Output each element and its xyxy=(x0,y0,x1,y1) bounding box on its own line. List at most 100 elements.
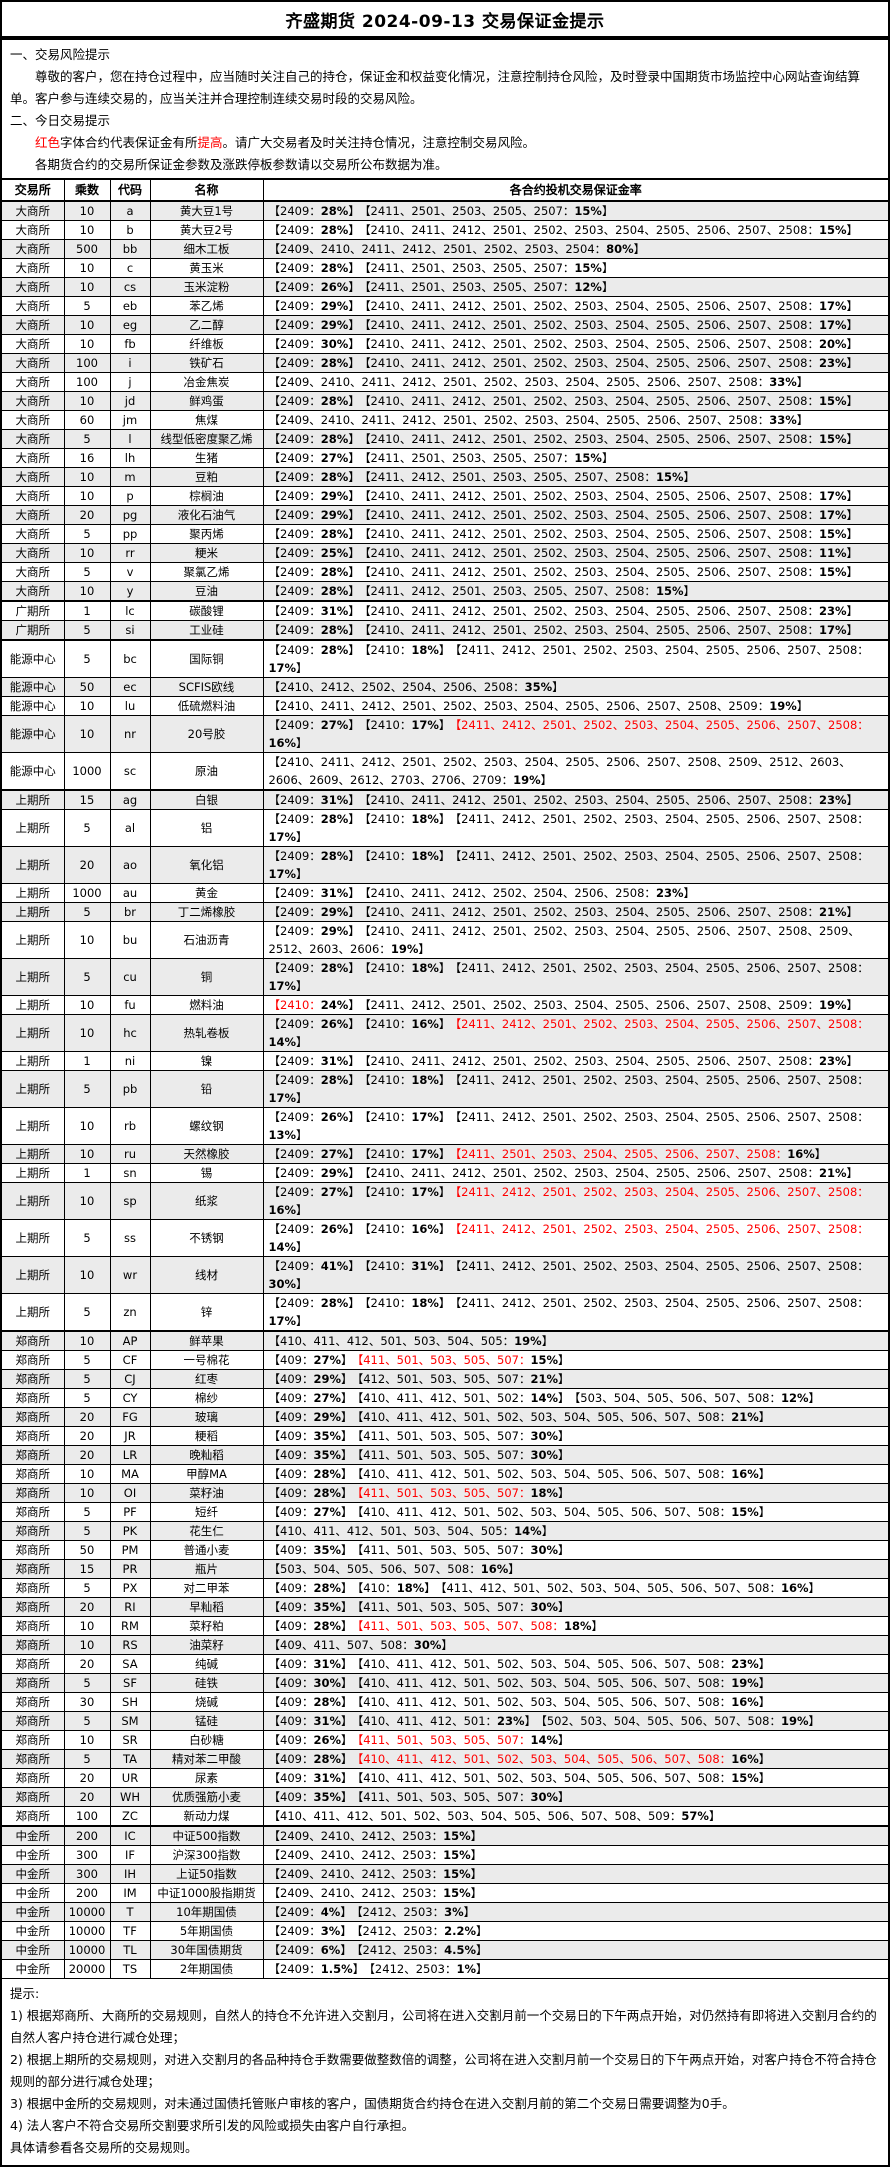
exchange-cell: 大商所 xyxy=(2,524,65,544)
multiplier-cell: 5 xyxy=(63,902,111,922)
code-cell: lu xyxy=(109,696,151,716)
table-row: 中金所 10000 TF 5年期国债 【2409：3%】 【2412、2503：2… xyxy=(2,1921,888,1941)
code-cell: a xyxy=(109,200,151,221)
margin-cell: 【409：28%】 【410：18%】 【411、412、501、502、503、5… xyxy=(262,1578,888,1598)
exchange-cell: 上期所 xyxy=(2,995,65,1015)
code-cell: ni xyxy=(109,1051,151,1071)
margin-rate-group: 【2409：28%】 xyxy=(268,623,360,637)
code-cell: zn xyxy=(109,1293,151,1332)
code-cell: SF xyxy=(109,1673,151,1693)
exchange-cell: 大商所 xyxy=(2,220,65,240)
code-cell: jm xyxy=(109,410,151,430)
multiplier-cell: 300 xyxy=(63,1845,111,1865)
margin-cell: 【2409：29%】 【2410、2411、2412、2501、2502、2503… xyxy=(262,1163,888,1183)
margin-rate-group: 【409：31%】 xyxy=(268,1714,353,1728)
exchange-cell: 郑商所 xyxy=(2,1635,65,1655)
table-header-row: 交易所 乘数 代码 名称 各合约投机交易保证金率 xyxy=(2,178,888,202)
name-cell: 线材 xyxy=(149,1256,264,1294)
name-cell: 5年期国债 xyxy=(149,1921,264,1941)
multiplier-cell: 5 xyxy=(63,1369,111,1389)
exchange-cell: 大商所 xyxy=(2,200,65,221)
name-cell: 沪深300指数 xyxy=(149,1845,264,1865)
exchange-cell: 上期所 xyxy=(2,1163,65,1183)
margin-cell: 【2409：3%】 【2412、2503：2.2%】 xyxy=(262,1921,888,1941)
margin-cell: 【2409、2410、2411、2412、2501、2502、2503、2504… xyxy=(262,239,888,259)
margin-rate-group: 【412、501、503、505、507：21%】 xyxy=(357,1372,570,1386)
margin-rate-group: 【2410、2411、2412、2501、2502、2503、2504、2505… xyxy=(364,1166,859,1180)
code-cell: WH xyxy=(109,1787,151,1807)
exchange-cell: 上期所 xyxy=(2,1014,65,1052)
margin-rate-group: 【2409：29%】 xyxy=(268,489,360,503)
table-row: 郑商所 5 CF 一号棉花 【409：27%】 【411、501、503、505、… xyxy=(2,1350,888,1370)
margin-rate-group: 【409：28%】 xyxy=(268,1486,353,1500)
multiplier-cell: 5 xyxy=(63,429,111,449)
multiplier-cell: 10 xyxy=(63,391,111,411)
name-cell: 精对苯二甲酸 xyxy=(149,1749,264,1769)
margin-rate-group: 【2410、2411、2412、2501、2502、2503、2504、2505… xyxy=(364,394,859,408)
name-cell: 30年国债期货 xyxy=(149,1940,264,1960)
table-row: 大商所 10 fb 纤维板 【2409：30%】 【2410、2411、2412、… xyxy=(2,334,888,354)
margin-cell: 【2409：28%】 【2411、2501、2503、2505、2507：15%】 xyxy=(262,258,888,278)
multiplier-cell: 10 xyxy=(63,543,111,563)
multiplier-cell: 10 xyxy=(63,715,111,753)
multiplier-cell: 10 xyxy=(63,1635,111,1655)
exchange-cell: 上期所 xyxy=(2,902,65,922)
margin-cell: 【409：28%】 【410、411、412、501、502、503、504、50… xyxy=(262,1464,888,1484)
margin-rate-group: 【2410、2412、2502、2504、2506、2508：35%】 xyxy=(268,680,564,694)
margin-rate-group: 【410、411、412、501、502、503、504、505、506、507… xyxy=(357,1410,771,1424)
margin-rate-group: 【409、411、507、508：30%】 xyxy=(268,1638,453,1652)
name-cell: 黄大豆2号 xyxy=(149,220,264,240)
exchange-cell: 郑商所 xyxy=(2,1578,65,1598)
exchange-cell: 郑商所 xyxy=(2,1749,65,1769)
code-cell: PX xyxy=(109,1578,151,1598)
margin-rate-group: 【2409：28%】 xyxy=(268,470,360,484)
margin-rate-group: 【2410、2411、2412、2502、2504、2506、2508：23%】 xyxy=(364,886,695,900)
margin-rate-group: 【2410：18%】 xyxy=(364,1073,451,1087)
intro-section: 一、交易风险提示 尊敬的客户，您在持仓过程中，应当随时关注自己的持仓，保证金和权… xyxy=(2,40,888,178)
exchange-cell: 上期所 xyxy=(2,789,65,810)
margin-rate-group: 【2409：28%】 xyxy=(268,1296,360,1310)
margin-cell: 【2409：29%】 【2410、2411、2412、2501、2502、2503… xyxy=(262,296,888,316)
name-cell: 纸浆 xyxy=(149,1182,264,1220)
name-cell: 热轧卷板 xyxy=(149,1014,264,1052)
exchange-cell: 上期所 xyxy=(2,809,65,847)
exchange-cell: 能源中心 xyxy=(2,715,65,753)
exchange-cell: 大商所 xyxy=(2,315,65,335)
code-cell: si xyxy=(109,620,151,641)
name-cell: 2年期国债 xyxy=(149,1959,264,1979)
table-row: 大商所 5 l 线型低密度聚乙烯 【2409：28%】 【2410、2411、24… xyxy=(2,429,888,449)
exchange-cell: 郑商所 xyxy=(2,1787,65,1807)
exchange-cell: 上期所 xyxy=(2,1144,65,1164)
margin-rate-group: 【2409：28%】 xyxy=(268,643,360,657)
exchange-cell: 郑商所 xyxy=(2,1369,65,1389)
code-cell: RM xyxy=(109,1616,151,1636)
code-cell: rr xyxy=(109,543,151,563)
margin-rate-group: 【410、411、412、501、502、503、504、505、506、507… xyxy=(357,1695,771,1709)
table-row: 中金所 200 IM 中证1000股指期货 【2409、2410、2412、25… xyxy=(2,1883,888,1903)
exchange-cell: 大商所 xyxy=(2,353,65,373)
margin-rate-group: 【2411、2501、2503、2505、2507：15%】 xyxy=(364,261,614,275)
name-cell: 乙二醇 xyxy=(149,315,264,335)
margin-rate-group: 【409：28%】 xyxy=(268,1619,353,1633)
exchange-cell: 大商所 xyxy=(2,239,65,259)
margin-rate-group: 【2411、2501、2503、2504、2505、2506、2507、2508… xyxy=(455,1147,827,1161)
name-cell: 粳米 xyxy=(149,543,264,563)
margin-cell: 【409：27%】 【410、411、412、501、502：14%】 【503、5… xyxy=(262,1388,888,1408)
footer-note: 1) 根据郑商所、大商所的交易规则，自然人的持仓不允许进入交割月，公司将在进入交… xyxy=(10,2008,877,2045)
margin-rate-group: 【503、504、505、506、507、508：16%】 xyxy=(268,1562,520,1576)
table-row: 大商所 10 m 豆粕 【2409：28%】 【2411、2412、2501、25… xyxy=(2,467,888,487)
exchange-cell: 郑商所 xyxy=(2,1597,65,1617)
exchange-cell: 上期所 xyxy=(2,846,65,884)
multiplier-cell: 20 xyxy=(63,1787,111,1807)
exchange-cell: 上期所 xyxy=(2,883,65,903)
margin-rate-group: 【2409：25%】 xyxy=(268,546,360,560)
code-cell: l xyxy=(109,429,151,449)
margin-cell: 【410、411、412、501、503、504、505：14%】 xyxy=(262,1521,888,1541)
multiplier-cell: 1 xyxy=(63,600,111,621)
code-cell: cu xyxy=(109,958,151,996)
code-cell: al xyxy=(109,809,151,847)
multiplier-cell: 100 xyxy=(63,372,111,392)
name-cell: 黄玉米 xyxy=(149,258,264,278)
margin-cell: 【2409、2410、2412、2503：15%】 xyxy=(262,1845,888,1865)
margin-rate-group: 【2410、2411、2412、2501、2502、2503、2504、2505… xyxy=(364,318,859,332)
